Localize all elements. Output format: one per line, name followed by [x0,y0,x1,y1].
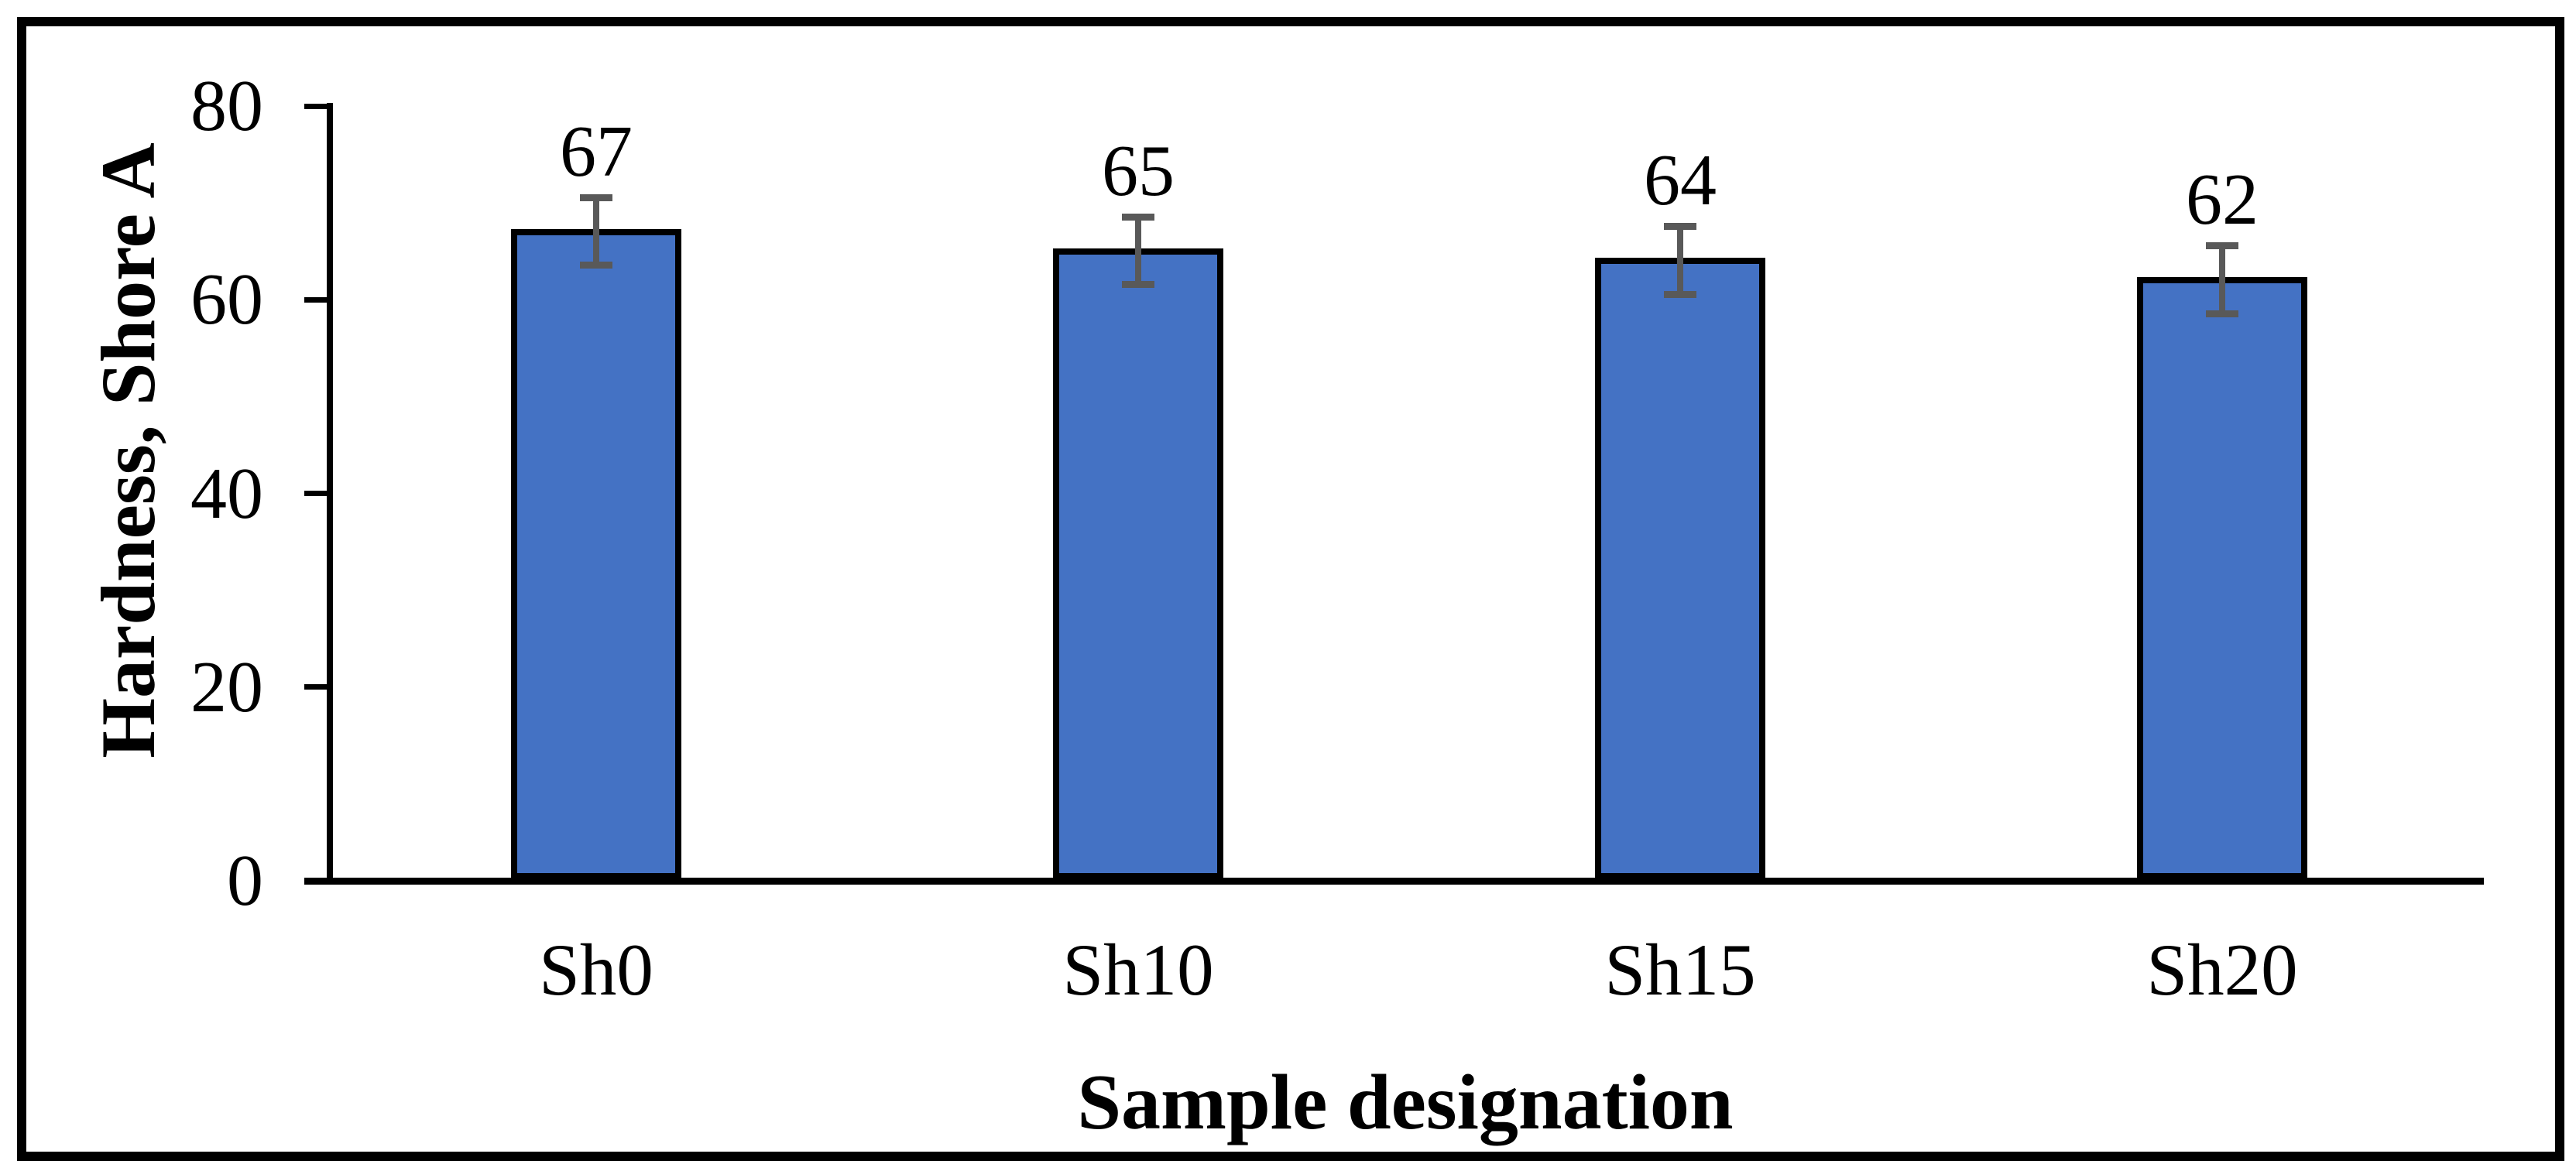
x-category-label: Sh10 [1062,929,1214,1011]
bar [1053,248,1223,879]
error-bar-cap [1664,291,1696,298]
error-bar-cap [2206,242,2238,249]
x-axis-line [304,878,2484,885]
error-bar-cap [580,194,612,201]
y-tick-label: 80 [190,66,263,146]
error-bar-whisker [1677,227,1683,295]
y-tick-mark [304,684,327,690]
chart-outer-frame [17,17,2564,1161]
bar [1595,258,1765,879]
y-tick-mark [304,878,327,884]
bar [2137,277,2307,879]
y-axis-line [327,103,333,885]
y-tick-label: 60 [190,259,263,340]
y-tick-label: 20 [190,647,263,728]
bar [511,229,681,879]
bar-value-label: 64 [1644,140,1717,221]
y-tick-mark [304,297,327,303]
y-tick-mark [304,491,327,496]
y-tick-label: 0 [227,841,263,921]
error-bar-cap [1122,281,1154,288]
x-category-label: Sh15 [1604,929,1756,1011]
error-bar-whisker [593,198,599,265]
bar-value-label: 65 [1102,131,1175,211]
error-bar-cap [1664,223,1696,230]
error-bar-cap [1122,214,1154,221]
y-tick-label: 40 [190,454,263,534]
error-bar-whisker [1135,217,1141,285]
bar-value-label: 67 [560,111,633,192]
x-category-label: Sh0 [539,929,653,1011]
error-bar-cap [2206,310,2238,317]
x-category-label: Sh20 [2146,929,2298,1011]
x-axis-title: Sample designation [1077,1059,1734,1146]
error-bar-cap [580,262,612,269]
y-tick-mark [304,104,327,109]
error-bar-whisker [2219,246,2225,314]
bar-value-label: 62 [2186,159,2259,240]
